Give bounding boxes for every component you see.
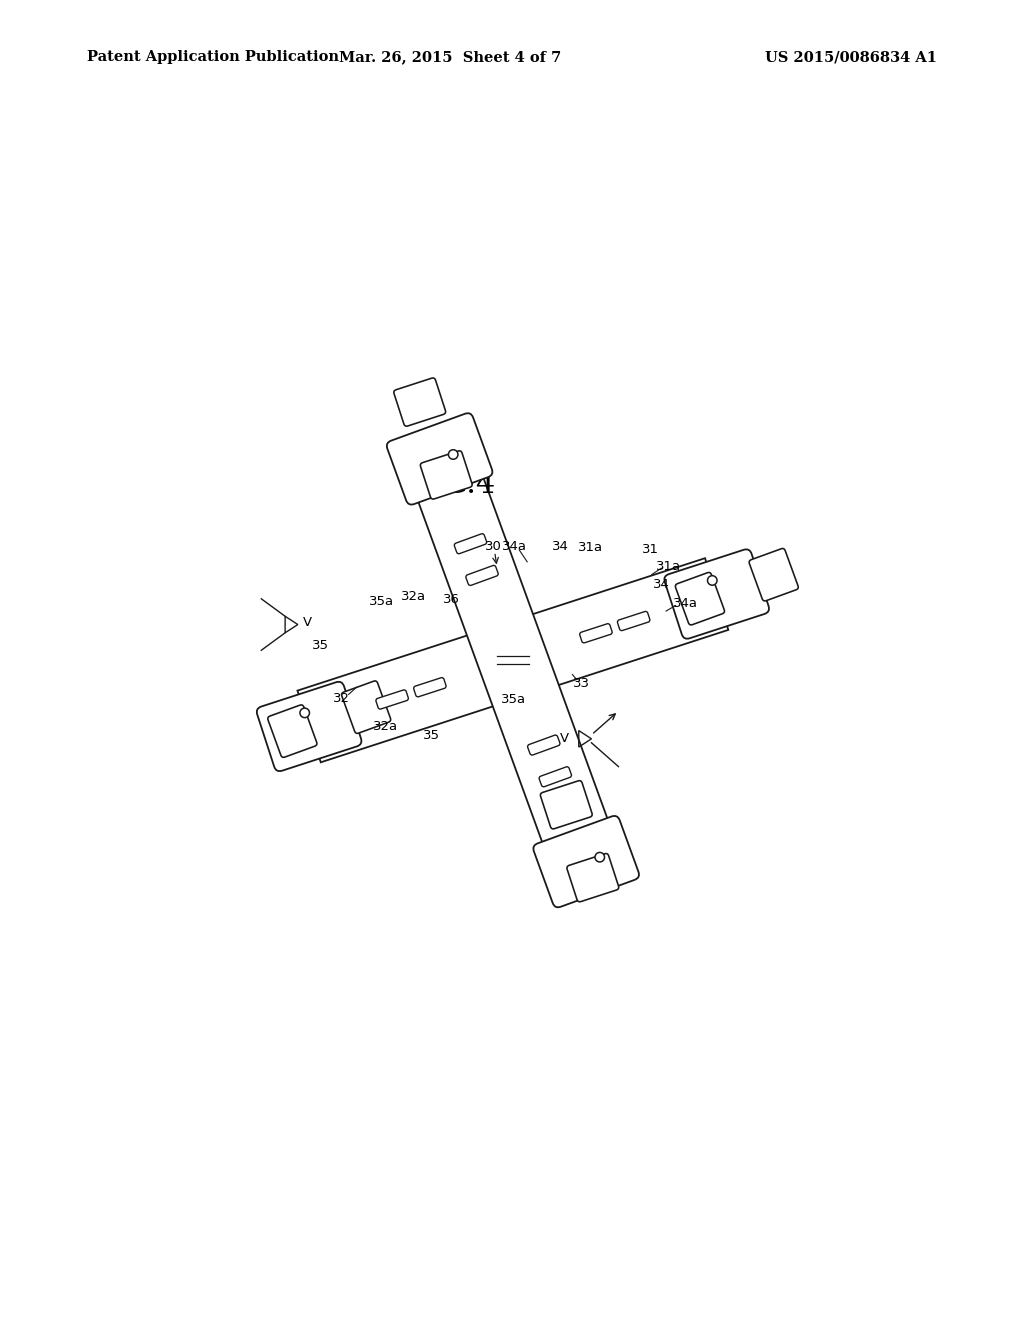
Circle shape [300, 708, 309, 718]
Text: US 2015/0086834 A1: US 2015/0086834 A1 [765, 50, 937, 65]
Text: V: V [303, 615, 312, 628]
Text: 32a: 32a [373, 719, 397, 733]
FancyBboxPatch shape [676, 573, 725, 624]
Circle shape [708, 576, 717, 585]
Text: Mar. 26, 2015  Sheet 4 of 7: Mar. 26, 2015 Sheet 4 of 7 [339, 50, 562, 65]
FancyBboxPatch shape [567, 854, 618, 902]
Text: 32: 32 [333, 692, 350, 705]
FancyBboxPatch shape [466, 565, 499, 586]
Text: V: V [560, 733, 569, 746]
FancyBboxPatch shape [665, 549, 769, 639]
Text: 35: 35 [311, 639, 329, 652]
Text: 31: 31 [642, 544, 658, 557]
FancyBboxPatch shape [539, 767, 571, 787]
FancyBboxPatch shape [342, 681, 391, 734]
Text: FIG.4: FIG.4 [411, 469, 496, 499]
Text: 31a: 31a [579, 541, 603, 554]
FancyBboxPatch shape [421, 451, 472, 499]
Text: 35a: 35a [370, 595, 394, 609]
FancyBboxPatch shape [541, 780, 592, 829]
Polygon shape [407, 447, 618, 874]
FancyBboxPatch shape [394, 378, 445, 426]
Text: Patent Application Publication: Patent Application Publication [87, 50, 339, 65]
Text: 34a: 34a [673, 598, 697, 610]
FancyBboxPatch shape [455, 533, 486, 554]
Text: 35: 35 [423, 729, 439, 742]
Text: 31a: 31a [656, 560, 681, 573]
Text: 35a: 35a [501, 693, 526, 706]
Text: 36: 36 [443, 593, 460, 606]
Text: 30: 30 [485, 540, 503, 553]
Circle shape [595, 853, 604, 862]
FancyBboxPatch shape [257, 681, 361, 771]
FancyBboxPatch shape [580, 623, 612, 643]
FancyBboxPatch shape [414, 677, 446, 697]
Text: 32a: 32a [401, 590, 426, 603]
Text: 33: 33 [573, 677, 591, 690]
FancyBboxPatch shape [387, 413, 493, 504]
FancyBboxPatch shape [534, 816, 639, 907]
FancyBboxPatch shape [268, 705, 316, 758]
FancyBboxPatch shape [527, 735, 560, 755]
Text: 34a: 34a [502, 540, 527, 553]
Circle shape [449, 450, 458, 459]
FancyBboxPatch shape [376, 690, 409, 709]
Text: 34: 34 [653, 578, 670, 590]
FancyBboxPatch shape [617, 611, 650, 631]
FancyBboxPatch shape [750, 549, 799, 601]
Polygon shape [297, 558, 728, 763]
Text: 34: 34 [552, 540, 569, 553]
